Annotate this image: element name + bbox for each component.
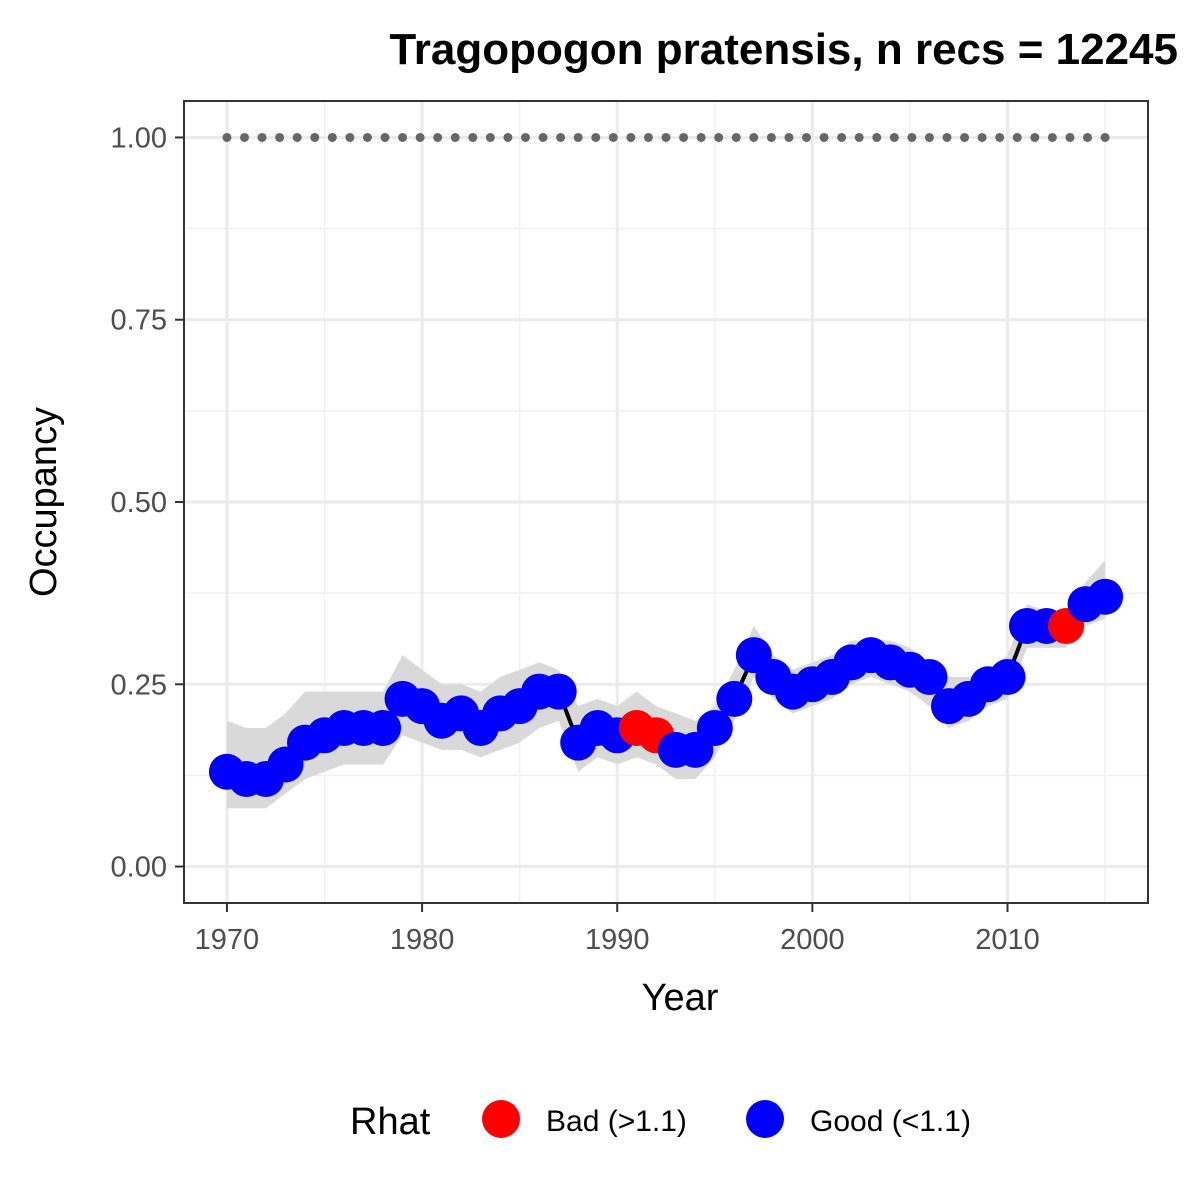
x-tick-label: 1970 <box>195 924 260 956</box>
reference-dot <box>310 132 320 142</box>
reference-dot <box>766 132 776 142</box>
reference-dot <box>977 132 987 142</box>
x-tick-label: 1990 <box>585 924 650 956</box>
legend-title: Rhat <box>350 1101 431 1143</box>
reference-dot <box>889 132 899 142</box>
reference-dot <box>837 132 847 142</box>
chart-title: Tragopogon pratensis, n recs = 12245 <box>389 25 1178 74</box>
reference-dot <box>362 132 372 142</box>
reference-dot <box>292 132 302 142</box>
reference-dot <box>1100 132 1110 142</box>
data-point-good <box>989 658 1026 695</box>
reference-dot <box>415 132 425 142</box>
x-axis-title: Year <box>642 977 719 1019</box>
reference-dot <box>450 132 460 142</box>
reference-dot <box>907 132 917 142</box>
data-point-good <box>716 680 753 717</box>
reference-dot <box>275 132 285 142</box>
data-points <box>208 578 1124 798</box>
reference-dot <box>714 132 724 142</box>
data-point-good <box>365 710 402 747</box>
reference-dot <box>222 132 232 142</box>
data-point-good <box>911 658 948 695</box>
y-tick-label: 0.25 <box>111 669 167 701</box>
reference-dot <box>608 132 618 142</box>
reference-dot <box>1012 132 1022 142</box>
data-point-good <box>696 710 733 747</box>
x-tick-label: 2010 <box>975 924 1040 956</box>
reference-dot <box>924 132 934 142</box>
reference-dot <box>327 132 337 142</box>
reference-dot <box>468 132 478 142</box>
reference-dot <box>520 132 530 142</box>
reference-dot <box>643 132 653 142</box>
reference-dot <box>661 132 671 142</box>
reference-dot <box>696 132 706 142</box>
y-tick-label: 0.00 <box>111 852 167 884</box>
reference-dot <box>802 132 812 142</box>
y-tick-label: 1.00 <box>111 122 167 154</box>
data-point-good <box>1087 578 1124 615</box>
data-point-good <box>540 673 577 710</box>
reference-dot <box>556 132 566 142</box>
reference-dot <box>573 132 583 142</box>
reference-dot <box>872 132 882 142</box>
reference-dot <box>485 132 495 142</box>
reference-dot <box>591 132 601 142</box>
reference-dot <box>749 132 759 142</box>
y-tick-label: 0.50 <box>111 487 167 519</box>
reference-dot <box>257 132 267 142</box>
x-tick-label: 2000 <box>780 924 845 956</box>
reference-dot <box>731 132 741 142</box>
reference-dot <box>784 132 794 142</box>
reference-dot <box>854 132 864 142</box>
reference-dot <box>345 132 355 142</box>
ribbon-area <box>226 560 1106 809</box>
legend-key-bad <box>482 1100 520 1138</box>
reference-dot <box>239 132 249 142</box>
legend-label-good: Good (<1.1) <box>810 1105 971 1138</box>
reference-dot <box>995 132 1005 142</box>
x-tick-label: 1980 <box>390 924 455 956</box>
reference-dot <box>1083 132 1093 142</box>
reference-dot <box>819 132 829 142</box>
reference-dot <box>503 132 513 142</box>
reference-dot <box>433 132 443 142</box>
reference-dot <box>679 132 689 142</box>
reference-dot <box>538 132 548 142</box>
reference-dot <box>626 132 636 142</box>
reference-dot <box>960 132 970 142</box>
reference-dot <box>1065 132 1075 142</box>
reference-dot <box>398 132 408 142</box>
legend-label-bad: Bad (>1.1) <box>546 1105 687 1138</box>
reference-dot <box>1030 132 1040 142</box>
y-axis-title: Occupancy <box>23 407 65 597</box>
y-tick-label: 0.75 <box>111 305 167 337</box>
reference-line <box>222 132 1110 142</box>
legend: Rhat Bad (>1.1) Good (<1.1) <box>350 1100 971 1143</box>
reference-dot <box>1047 132 1057 142</box>
confidence-ribbon <box>226 560 1106 809</box>
axes: 0.00 0.25 0.50 0.75 1.00 1970 1980 1990 2000 2010 <box>111 122 1040 956</box>
reference-dot <box>942 132 952 142</box>
reference-dot <box>380 132 390 142</box>
legend-key-good <box>746 1100 784 1138</box>
